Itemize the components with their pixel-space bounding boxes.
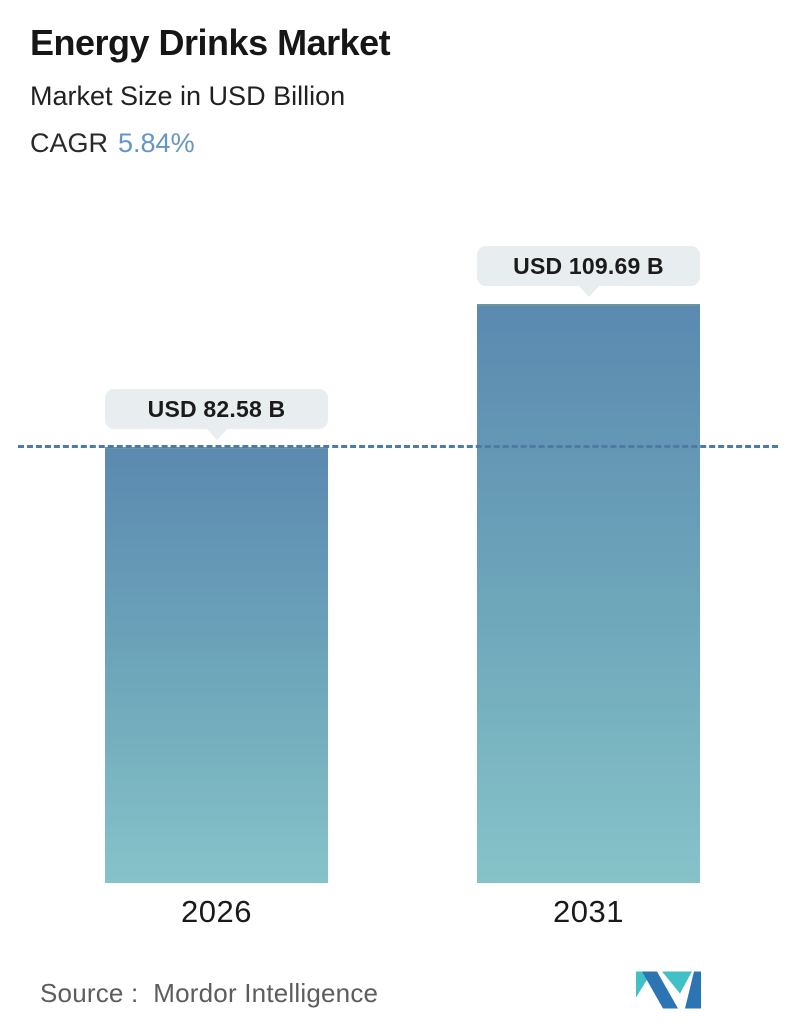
bar-chart-area: USD 82.58 B 2026 USD 109.69 B 2031 (0, 241, 796, 929)
bubble-caret-icon (577, 285, 600, 297)
cagr-value: 5.84% (118, 127, 195, 158)
cagr-line: CAGR 5.84% (30, 127, 770, 159)
x-axis-label-2031: 2031 (553, 894, 624, 929)
bar-group-2026: USD 82.58 B 2026 (105, 241, 328, 929)
mordor-intelligence-logo-icon (636, 971, 701, 1009)
bar-2031 (477, 304, 700, 883)
chart-header: Energy Drinks Market Market Size in USD … (30, 22, 770, 159)
bar-2026 (105, 447, 328, 883)
chart-subtitle: Market Size in USD Billion (30, 81, 346, 112)
page-title: Energy Drinks Market (30, 22, 391, 63)
source-attribution: Source : Mordor Intelligence (40, 978, 379, 1008)
value-label-text: USD 82.58 B (147, 395, 286, 422)
reference-dashed-line (18, 445, 778, 448)
cagr-label: CAGR (30, 127, 109, 158)
bar-group-2031: USD 109.69 B 2031 (477, 241, 700, 929)
bubble-caret-icon (205, 428, 228, 440)
value-label-2026: USD 82.58 B (105, 389, 328, 440)
x-axis-label-2026: 2026 (181, 894, 252, 929)
value-label-2031: USD 109.69 B (477, 246, 700, 297)
value-label-text: USD 109.69 B (513, 252, 664, 279)
